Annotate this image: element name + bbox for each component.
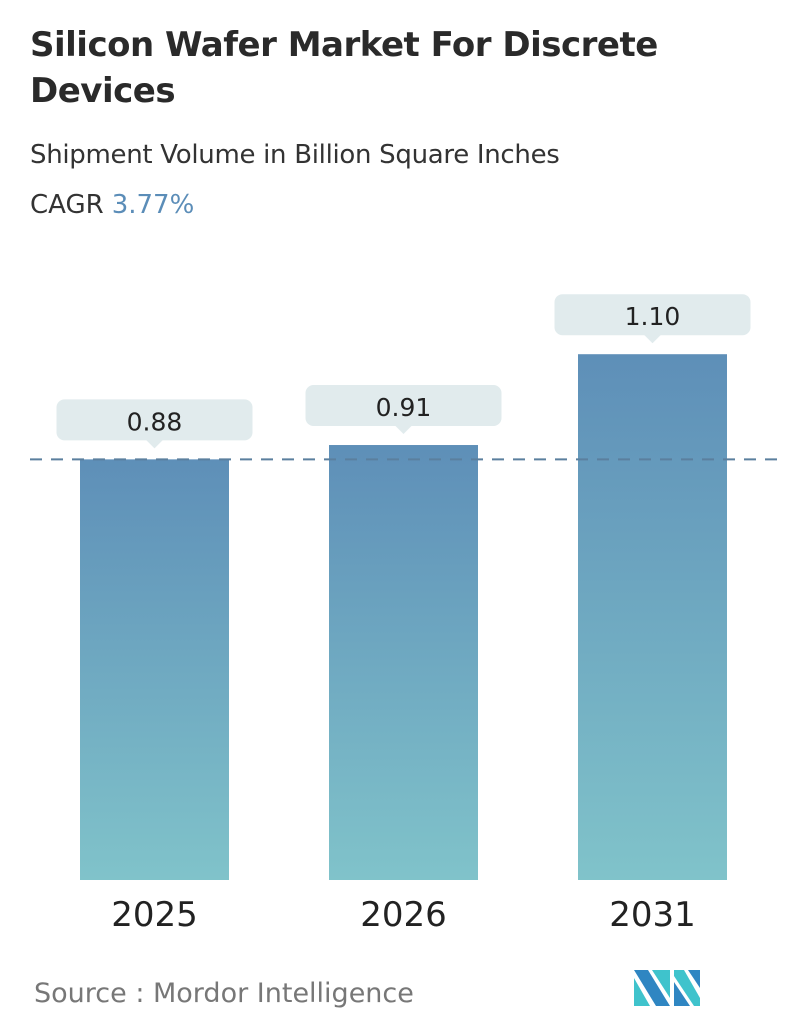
value-label-pointer [394, 425, 413, 435]
value-label: 1.10 [625, 302, 681, 331]
source-text: Source : Mordor Intelligence [34, 978, 414, 1009]
x-tick-label: 2031 [609, 895, 696, 935]
value-label-box [305, 385, 502, 427]
value-label-box [56, 399, 253, 441]
bar-2026 [329, 445, 478, 880]
value-label: 0.91 [376, 393, 432, 422]
value-label-pointer [145, 439, 164, 449]
mordor-intelligence-logo [634, 970, 700, 1006]
x-tick-label: 2025 [111, 895, 198, 935]
chart-title: Silicon Wafer Market For Discrete Device… [30, 25, 658, 111]
bar-chart: 0.88 2025 0.91 2026 1.10 2031 [30, 294, 782, 935]
cagr-label: CAGR [30, 190, 104, 220]
value-label: 0.88 [127, 407, 183, 436]
cagr-value: 3.77% [111, 190, 195, 220]
cagr: CAGR 3.77% [30, 190, 194, 220]
chart-subtitle: Shipment Volume in Billion Square Inches [30, 140, 560, 170]
value-label-pointer [643, 334, 662, 344]
bar-2031 [578, 354, 727, 880]
x-tick-label: 2026 [360, 895, 447, 935]
value-label-box [554, 294, 751, 336]
bar-2025 [80, 459, 229, 880]
